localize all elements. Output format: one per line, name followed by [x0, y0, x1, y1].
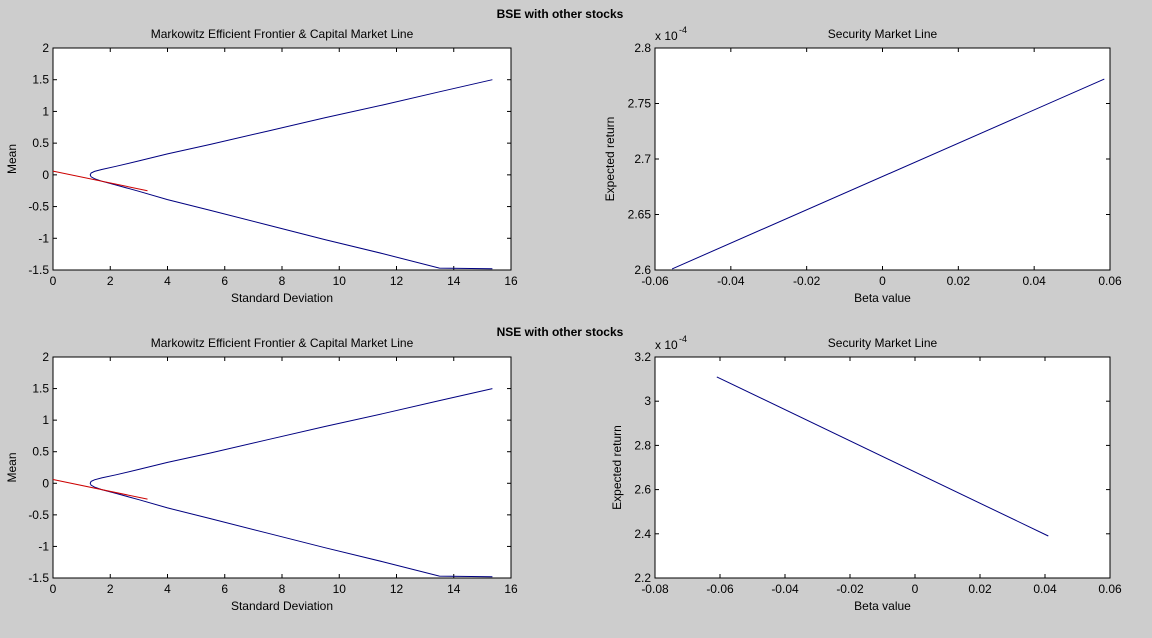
- nse-frontier-axes: 0 2 4 6 8 10 12 14 16 -1.5 -1 -0.5 0 0.5 1 1.5 2 Markowit…: [5, 336, 518, 613]
- y-tick-label: 3.2: [634, 350, 651, 364]
- y-tick-label: 1: [42, 413, 49, 427]
- x-tick-label: 0: [912, 582, 919, 596]
- y-tick-label: 0: [42, 476, 49, 490]
- x-tick-label: 4: [164, 582, 171, 596]
- chart-title: Markowitz Efficient Frontier & Capital M…: [151, 336, 414, 350]
- y-axis-label: Mean: [5, 452, 19, 482]
- y-tick-label: 2.65: [628, 208, 652, 222]
- y-tick-label: 0.5: [32, 445, 49, 459]
- y-tick-label: -1: [38, 231, 49, 245]
- y-tick-label: 1: [42, 104, 49, 118]
- y-tick-label: 2.6: [634, 483, 651, 497]
- x-tick-label: -0.02: [836, 582, 864, 596]
- bse-frontier-axes: 0 2 4 6 8 10 12 14 16 -1.5 -1 -0.5 0 0.5 1 1.5 2 Markowit…: [5, 27, 518, 305]
- group-title-nse: NSE with other stocks: [497, 325, 624, 339]
- x-axis-label: Beta value: [854, 599, 911, 613]
- y-axis-label: Expected return: [603, 117, 617, 202]
- y-tick-label: 2: [42, 350, 49, 364]
- x-tick-label: -0.04: [717, 274, 745, 288]
- series-line-1: [89, 79, 493, 270]
- series-line-1: [716, 376, 1049, 537]
- y-tick-label: 2: [42, 41, 49, 55]
- x-tick-label: 0.04: [1022, 274, 1046, 288]
- chart-title: Security Market Line: [828, 336, 938, 350]
- x-tick-label: 8: [279, 274, 286, 288]
- x-tick-label: 10: [333, 274, 347, 288]
- y-axis-label: Expected return: [610, 425, 624, 510]
- x-tick-label: 12: [390, 274, 404, 288]
- y-tick-label: 3: [644, 394, 651, 408]
- x-tick-label: 0.02: [968, 582, 992, 596]
- x-tick-label: 0: [50, 274, 57, 288]
- x-tick-label: 14: [447, 274, 461, 288]
- x-tick-label: 10: [333, 582, 347, 596]
- scale-exponent-label: x 10: [655, 29, 678, 43]
- x-tick-label: 14: [447, 582, 461, 596]
- scale-exponent: -4: [679, 25, 687, 35]
- y-axis-label: Mean: [5, 144, 19, 174]
- x-tick-label: 0.02: [947, 274, 971, 288]
- y-tick-label: 2.6: [634, 263, 651, 277]
- x-tick-label: 6: [221, 274, 228, 288]
- chart-title: Security Market Line: [828, 27, 938, 41]
- plot-area: [52, 356, 512, 579]
- group-title-bse: BSE with other stocks: [497, 7, 624, 21]
- x-tick-label: -0.06: [641, 274, 669, 288]
- y-tick-label: 2.8: [634, 41, 651, 55]
- x-tick-label: 6: [221, 582, 228, 596]
- x-axis-label: Beta value: [854, 291, 911, 305]
- y-tick-label: 0.5: [32, 136, 49, 150]
- x-tick-label: 0: [50, 582, 57, 596]
- y-tick-label: 2.75: [628, 97, 652, 111]
- x-tick-label: 0.06: [1098, 274, 1122, 288]
- x-tick-label: 16: [504, 582, 518, 596]
- x-tick-label: 2: [107, 274, 114, 288]
- x-tick-label: -0.04: [771, 582, 799, 596]
- x-tick-label: 2: [107, 582, 114, 596]
- y-tick-label: 2.7: [634, 152, 651, 166]
- chart-title: Markowitz Efficient Frontier & Capital M…: [151, 27, 414, 41]
- series-line-2: [52, 170, 148, 192]
- y-tick-label: -0.5: [28, 508, 49, 522]
- x-tick-label: 12: [390, 582, 404, 596]
- x-tick-label: 0.06: [1098, 582, 1122, 596]
- y-tick-label: -1.5: [28, 571, 49, 585]
- x-tick-label: -0.08: [641, 582, 669, 596]
- x-tick-label: -0.02: [793, 274, 821, 288]
- x-tick-label: 8: [279, 582, 286, 596]
- y-tick-label: 2.8: [634, 438, 651, 452]
- y-tick-label: 2.2: [634, 571, 651, 585]
- series-line-1: [671, 78, 1105, 270]
- y-tick-label: 1.5: [32, 73, 49, 87]
- x-tick-label: 0.04: [1033, 582, 1057, 596]
- series-line-1: [89, 388, 493, 578]
- nse-sml-axes: -0.08 -0.06 -0.04 -0.02 0 0.02 0.04 0.06 2.2 2.4 2…: [610, 334, 1122, 613]
- scale-exponent: -4: [679, 334, 687, 344]
- plot-area: [52, 47, 512, 271]
- y-tick-label: 0: [42, 168, 49, 182]
- y-tick-label: 1.5: [32, 382, 49, 396]
- x-tick-label: 0: [879, 274, 886, 288]
- x-axis-label: Standard Deviation: [231, 291, 333, 305]
- plot-area: [654, 47, 1111, 271]
- series-line-2: [52, 479, 148, 500]
- x-tick-label: 4: [164, 274, 171, 288]
- plot-area: [654, 356, 1111, 579]
- x-tick-label: 16: [504, 274, 518, 288]
- y-tick-label: -0.5: [28, 200, 49, 214]
- x-axis-label: Standard Deviation: [231, 599, 333, 613]
- y-tick-label: -1.5: [28, 263, 49, 277]
- scale-exponent-label: x 10: [655, 338, 678, 352]
- y-tick-label: 2.4: [634, 527, 651, 541]
- bse-sml-axes: -0.06 -0.04 -0.02 0 0.02 0.04 0.06 2.6 2.65 2.7 2.…: [603, 25, 1122, 305]
- x-tick-label: -0.06: [706, 582, 734, 596]
- y-tick-label: -1: [38, 539, 49, 553]
